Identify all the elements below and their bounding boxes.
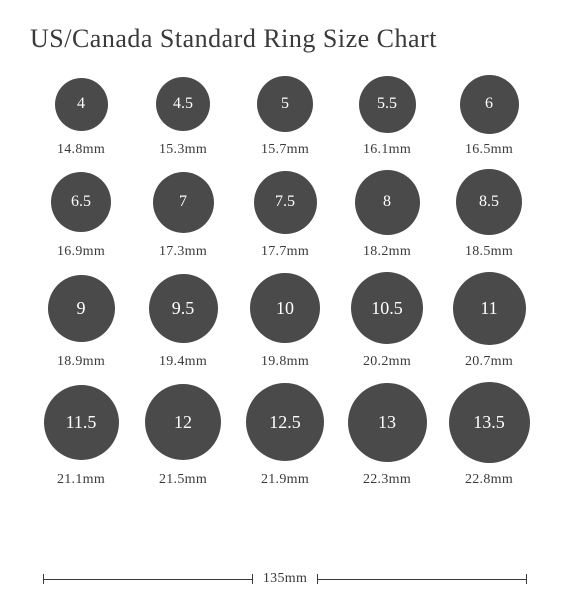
dot-wrap: 5.5 [359,72,416,136]
size-dot: 13 [348,383,427,462]
mm-label: 16.9mm [57,244,105,260]
page-title: US/Canada Standard Ring Size Chart [0,0,570,54]
dot-wrap: 11 [453,268,526,348]
ruler-line-right [317,579,527,580]
mm-label: 19.8mm [261,354,309,370]
dot-wrap: 5 [257,72,313,136]
mm-label: 15.3mm [159,142,207,158]
size-cell: 10.5 20.2mm [336,268,438,370]
size-cell: 9.5 19.4mm [132,268,234,370]
dot-wrap: 4.5 [156,72,210,136]
size-dot: 9.5 [149,274,218,343]
size-dot: 5 [257,76,313,132]
size-cell: 4 14.8mm [30,72,132,158]
size-dot: 4.5 [156,77,210,131]
ruler-line-left [43,579,253,580]
mm-label: 22.8mm [465,472,513,488]
size-dot: 9 [48,275,115,342]
mm-label: 19.4mm [159,354,207,370]
size-dot: 7.5 [254,171,317,234]
size-cell: 7.5 17.7mm [234,166,336,260]
mm-label: 18.2mm [363,244,411,260]
size-cell: 10 19.8mm [234,268,336,370]
dot-wrap: 6.5 [51,166,111,238]
size-dot: 10 [250,273,320,343]
mm-label: 15.7mm [261,142,309,158]
mm-label: 18.9mm [57,354,105,370]
mm-label: 21.9mm [261,472,309,488]
size-dot: 7 [153,172,214,233]
size-grid: 414.8mm4.515.3mm515.7mm5.516.1mm616.5mm6… [0,54,570,488]
size-dot: 6 [460,75,519,134]
size-dot: 5.5 [359,76,416,133]
mm-label: 17.7mm [261,244,309,260]
mm-label: 21.1mm [57,472,105,488]
mm-label: 21.5mm [159,472,207,488]
dot-wrap: 13.5 [449,378,530,466]
size-dot: 11 [453,272,526,345]
mm-label: 16.5mm [465,142,513,158]
size-dot: 12.5 [246,383,324,461]
dot-wrap: 13 [348,378,427,466]
dot-wrap: 9 [48,268,115,348]
dot-wrap: 8.5 [456,166,522,238]
mm-label: 20.2mm [363,354,411,370]
size-cell: 11.5 21.1mm [30,378,132,488]
size-dot: 13.5 [449,382,530,463]
ruler-label: 135mm [263,571,307,587]
mm-label: 20.7mm [465,354,513,370]
size-cell: 12.5 21.9mm [234,378,336,488]
size-dot: 8.5 [456,169,522,235]
dot-wrap: 8 [355,166,420,238]
size-dot: 10.5 [351,272,423,344]
size-dot: 12 [145,384,221,460]
size-dot: 4 [55,78,108,131]
size-cell: 6 16.5mm [438,72,540,158]
dot-wrap: 10.5 [351,268,423,348]
size-cell: 11 20.7mm [438,268,540,370]
mm-label: 22.3mm [363,472,411,488]
dot-wrap: 12 [145,378,221,466]
size-cell: 6.5 16.9mm [30,166,132,260]
size-cell: 12 21.5mm [132,378,234,488]
size-cell: 13.5 22.8mm [438,378,540,488]
size-cell: 13 22.3mm [336,378,438,488]
size-dot: 11.5 [44,385,119,460]
size-dot: 8 [355,170,420,235]
size-cell: 4.5 15.3mm [132,72,234,158]
mm-label: 18.5mm [465,244,513,260]
size-cell: 8 18.2mm [336,166,438,260]
size-cell: 5 15.7mm [234,72,336,158]
mm-label: 14.8mm [57,142,105,158]
dot-wrap: 7.5 [254,166,317,238]
size-cell: 7 17.3mm [132,166,234,260]
dot-wrap: 10 [250,268,320,348]
size-cell: 9 18.9mm [30,268,132,370]
mm-label: 16.1mm [363,142,411,158]
mm-label: 17.3mm [159,244,207,260]
dot-wrap: 4 [55,72,108,136]
dot-wrap: 12.5 [246,378,324,466]
dot-wrap: 6 [460,72,519,136]
dot-wrap: 7 [153,166,214,238]
ruler: 135mm [0,571,570,587]
dot-wrap: 11.5 [44,378,119,466]
size-dot: 6.5 [51,172,111,232]
size-cell: 5.5 16.1mm [336,72,438,158]
size-cell: 8.5 18.5mm [438,166,540,260]
dot-wrap: 9.5 [149,268,218,348]
